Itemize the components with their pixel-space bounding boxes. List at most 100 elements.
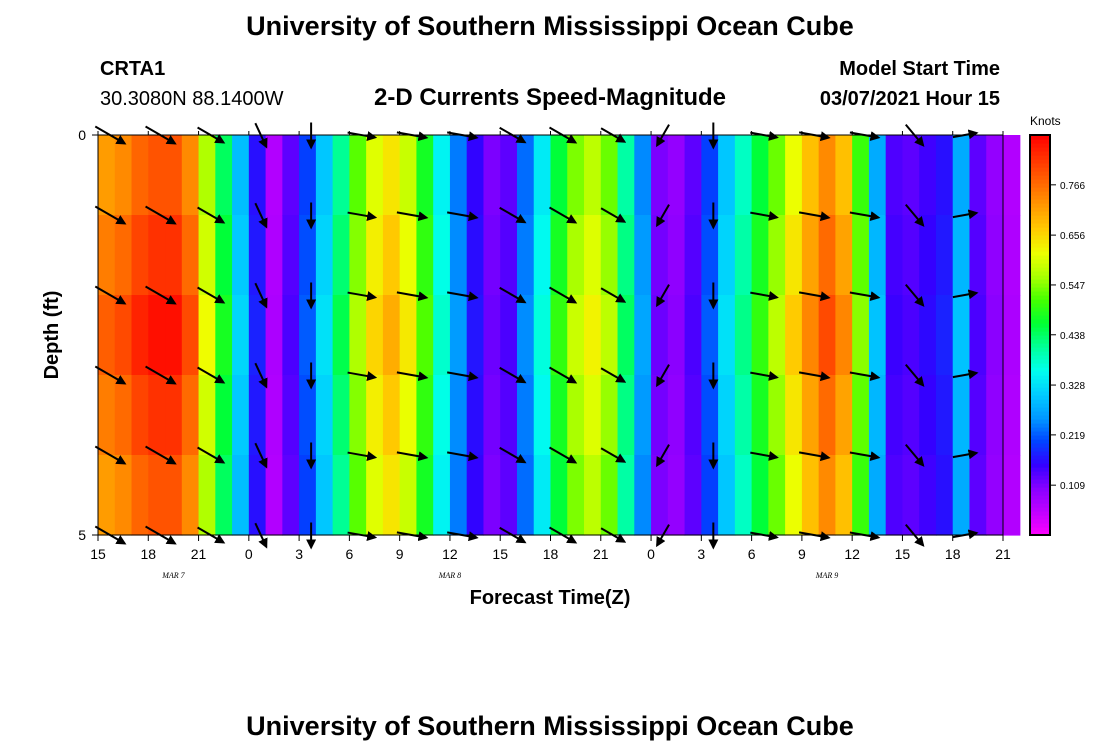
colorbar-cell (1030, 303, 1050, 308)
colorbar-cell (1030, 427, 1050, 432)
colorbar-cell (1030, 171, 1050, 176)
heatmap-cell (232, 135, 250, 216)
x-tick-label: 18 (543, 546, 559, 562)
heatmap-cell (533, 375, 552, 456)
heatmap-cell (416, 215, 434, 296)
heatmap-cell (684, 455, 702, 536)
colorbar-cell (1030, 415, 1050, 420)
heatmap-cell (919, 215, 937, 296)
current-vector (499, 366, 527, 384)
colorbar-cell (1030, 355, 1050, 360)
x-axis-label: Forecast Time(Z) (470, 587, 631, 609)
heatmap-cell (667, 375, 686, 456)
colorbar-cell (1030, 311, 1050, 316)
current-vector (499, 286, 527, 304)
heatmap-cell (1003, 295, 1021, 376)
heatmap-cell (299, 215, 317, 296)
heatmap-cell (550, 375, 568, 456)
heatmap-cell (332, 215, 350, 296)
colorbar-cell (1030, 519, 1050, 524)
heatmap-cell (902, 375, 920, 456)
heatmap-cell (600, 215, 619, 296)
heatmap-cell (399, 455, 418, 536)
heatmap-cell (567, 215, 585, 296)
colorbar-cell (1030, 379, 1050, 384)
heatmap-cell (835, 135, 853, 216)
heatmap-cell (466, 295, 485, 376)
current-vector (145, 285, 177, 305)
colorbar-tick-label: 0.219 (1060, 431, 1085, 442)
heatmap-cell (198, 295, 216, 376)
heatmap-cell (98, 215, 116, 296)
colorbar-cell (1030, 291, 1050, 296)
colorbar-unit: Knots (1030, 114, 1061, 128)
heatmap-cell (198, 215, 216, 296)
current-vector (446, 451, 479, 462)
current-vector (750, 211, 779, 221)
heatmap-cell (299, 295, 317, 376)
heatmap-cell (919, 375, 937, 456)
colorbar-cell (1030, 343, 1050, 348)
heatmap-cell (265, 375, 283, 456)
heatmap-cell (885, 295, 904, 376)
current-vector (499, 446, 527, 464)
current-vector (849, 451, 881, 462)
heatmap-cell (332, 295, 350, 376)
heatmap-cell (483, 215, 501, 296)
heatmap-cell (198, 135, 216, 216)
heatmap-cell (852, 375, 870, 456)
colorbar-cell (1030, 451, 1050, 456)
heatmap-cell (969, 295, 987, 376)
heatmap-cell (382, 455, 401, 536)
x-tick-label: 15 (90, 546, 106, 562)
heatmap-cell (684, 135, 702, 216)
current-vector (952, 209, 979, 220)
colorbar-cell (1030, 447, 1050, 452)
heatmap-cell (651, 135, 669, 216)
heatmap-cell (835, 215, 853, 296)
x-tick-label: 9 (396, 546, 404, 562)
colorbar-cell (1030, 187, 1050, 192)
current-vector (145, 205, 177, 225)
heatmap-cell (181, 295, 200, 376)
heatmap-cell (567, 135, 585, 216)
heatmap-cell (299, 375, 317, 456)
heatmap-cell (449, 295, 468, 376)
x-tick-label: 15 (895, 546, 911, 562)
heatmap-cell (751, 135, 769, 216)
heatmap-cell (852, 215, 870, 296)
heatmap-cell (667, 135, 686, 216)
heatmap-cell (466, 135, 485, 216)
heatmap-cell (600, 295, 619, 376)
heatmap-cell (986, 375, 1004, 456)
heatmap-cell (634, 135, 652, 216)
heatmap-cell (500, 135, 518, 216)
heatmap-cell (952, 215, 971, 296)
heatmap-cell (550, 215, 568, 296)
x-tick-label: 12 (844, 546, 860, 562)
heatmap-cell (349, 375, 367, 456)
heatmap-cell (148, 295, 166, 376)
current-vector (197, 446, 226, 464)
heatmap-cell (516, 455, 535, 536)
date-labels: MAR 7 MAR 8 MAR 9 (161, 571, 838, 580)
heatmap-cell (98, 135, 116, 216)
heatmap-cell (282, 215, 300, 296)
current-vector (952, 449, 979, 460)
colorbar-cell (1030, 295, 1050, 300)
heatmap-cell (332, 375, 350, 456)
x-tick-label: 18 (945, 546, 961, 562)
heatmap-cell (801, 215, 820, 296)
heatmap-cell (986, 215, 1004, 296)
heatmap-cell (165, 135, 183, 216)
current-vector (849, 371, 881, 382)
colorbar-cell (1030, 307, 1050, 312)
main-title: University of Southern Mississippi Ocean… (246, 11, 854, 41)
heatmap-cell (785, 215, 803, 296)
heatmap-cell (852, 295, 870, 376)
heatmap-cell (165, 215, 183, 296)
heatmap-cell (567, 375, 585, 456)
colorbar-cell (1030, 511, 1050, 516)
heatmap-cell (315, 295, 334, 376)
colorbar-cell (1030, 263, 1050, 268)
